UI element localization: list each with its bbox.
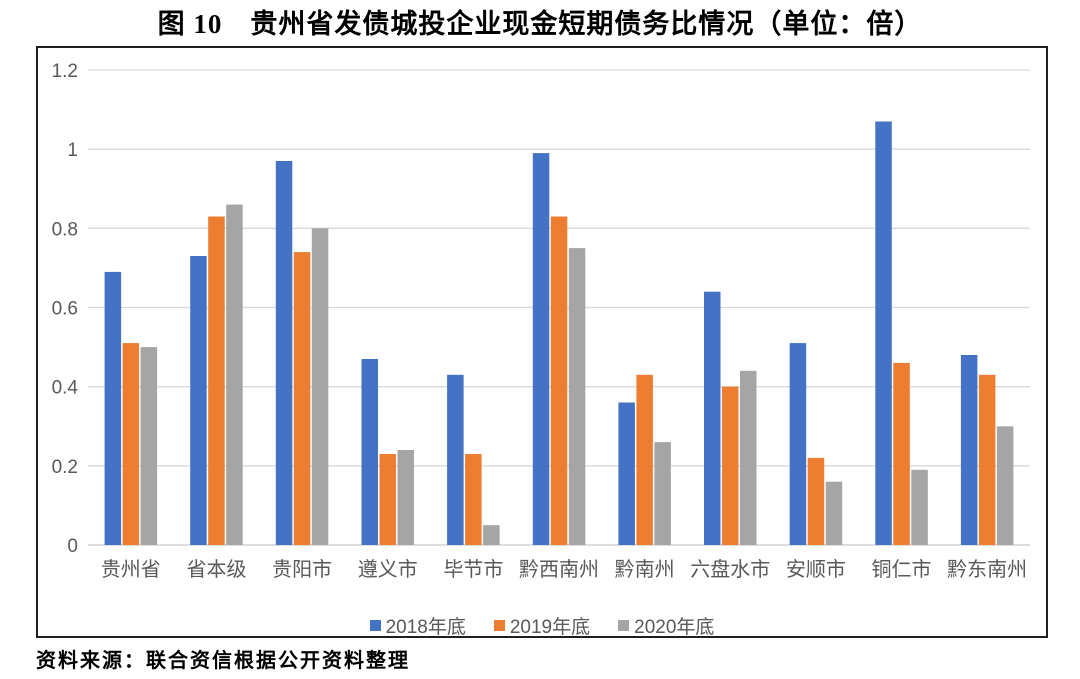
legend-swatch-icon [618,620,630,631]
bar [140,347,158,545]
legend-label: 2020年底 [634,617,715,638]
legend-item-2: 2020年底 [618,612,714,639]
x-axis-category-label: 安顺市 [786,558,846,581]
bar [483,525,500,545]
x-axis-category-label: 毕节市 [443,558,503,581]
x-axis-category-label: 黔东南州 [947,558,1027,581]
bar [361,359,378,545]
x-axis-category-label: 贵州省 [101,558,161,581]
bar [550,216,568,545]
chart-legend: 2018年底 2019年底 2020年底 [38,612,1046,639]
legend-swatch-icon [369,620,381,631]
x-axis-category-label: 贵阳市 [272,558,332,581]
bar [722,386,739,545]
bar [226,204,243,545]
x-axis-category-label: 黔南州 [615,558,675,581]
y-axis-tick-label: 0.6 [52,299,78,320]
x-axis-category-label: 遵义市 [358,558,418,581]
bar-chart-plot: 0 0.2 0.4 0.6 0.8 1 1.2 贵州省 省本级 贵阳市 遵义市 毕节市 黔西南州 黔南州六… [52,61,1030,581]
bar [311,228,329,546]
y-axis-tick-label: 0.8 [52,219,78,240]
legend-item-0: 2018年底 [369,612,466,639]
bar [532,153,550,545]
y-axis-tick-label: 0.4 [52,378,79,399]
bar [911,469,928,545]
bar [208,216,225,545]
bar [190,256,207,545]
bar [825,481,843,545]
bar [293,252,311,545]
x-axis-category-label: 六盘水市 [690,558,770,581]
y-axis-tick-label: 1 [67,140,78,161]
bar [397,450,414,545]
bar [740,370,757,545]
bar [654,442,671,545]
y-axis-tick-label: 0.2 [52,457,78,478]
x-axis-category-label: 省本级 [186,558,246,581]
chart-container: 0 0.2 0.4 0.6 0.8 1 1.2 贵州省 省本级 贵阳市 遵义市 毕节市 黔西南州 黔南州六… [36,46,1048,638]
bar [122,343,140,545]
bar [893,362,910,545]
figure-title: 图 10 贵州省发债城投企业现金短期债务比情况（单位：倍） [157,9,923,39]
x-axis-category-label: 铜仁市 [872,558,932,581]
legend-label: 2019年底 [509,617,591,638]
bar [275,161,293,545]
bar [807,457,825,545]
bar [996,426,1014,546]
bar [789,343,807,545]
legend-swatch-icon [493,620,505,631]
legend-item-1: 2019年底 [493,612,591,639]
bar [618,402,635,545]
legend-label: 2018年底 [385,617,466,638]
source-note: 资料来源：联合资信根据公开资料整理 [36,650,410,672]
y-axis-tick-label: 0 [67,536,78,557]
bar [960,355,978,545]
bar [447,374,464,545]
bar [636,374,653,545]
bar [704,291,721,545]
y-axis-tick-label: 1.2 [52,61,78,82]
bar [568,248,586,545]
bar [379,454,396,545]
bar [465,454,482,545]
bar [875,121,892,545]
x-axis-category-label: 黔西南州 [519,558,599,581]
bar [978,374,996,545]
bar [104,271,122,545]
